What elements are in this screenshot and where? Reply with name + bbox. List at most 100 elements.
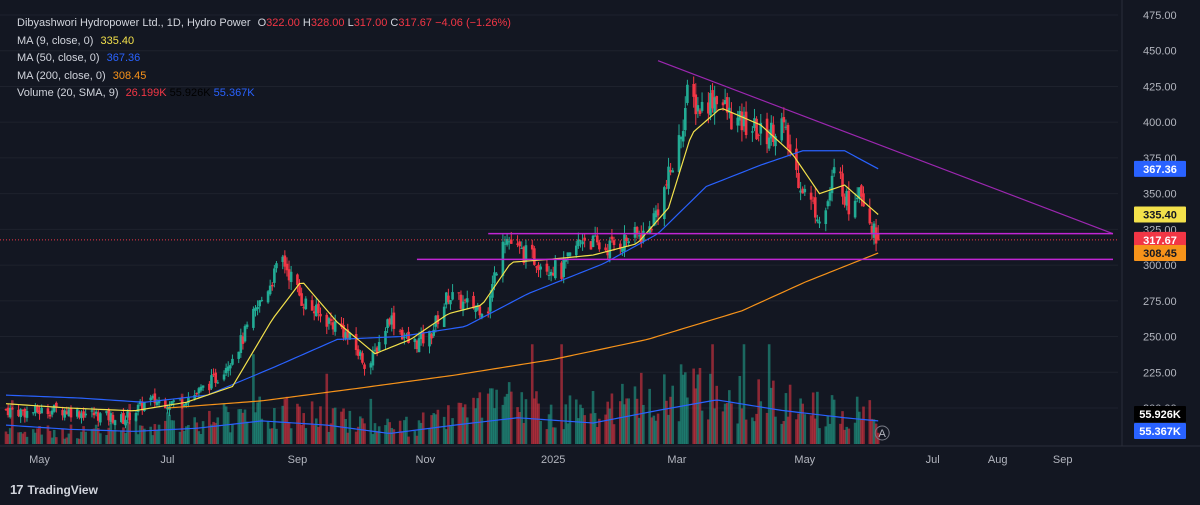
volume-bar	[711, 344, 714, 444]
legend-volume-row[interactable]: Volume (20, SMA, 9) 26.199K 55.926K 55.3…	[17, 85, 511, 103]
tradingview-logo[interactable]: 17 TradingView	[10, 482, 98, 497]
candle-up	[138, 401, 142, 405]
volume-bar	[109, 422, 113, 444]
volume-bar	[874, 423, 878, 444]
candle-up	[774, 136, 777, 147]
volume-bar	[34, 432, 37, 444]
volume-bar	[824, 426, 828, 444]
volume-bar	[818, 428, 821, 444]
volume-bar	[457, 402, 461, 444]
candle-up	[237, 351, 241, 359]
candle-down	[868, 208, 872, 224]
legend-ma9-row[interactable]: MA (9, close, 0) 335.40	[17, 33, 511, 51]
volume-bar	[48, 430, 52, 444]
volume-bar	[522, 422, 526, 444]
volume-bar	[669, 396, 672, 444]
candle-down	[436, 315, 440, 325]
volume-bar	[369, 398, 373, 444]
volume-bar	[736, 423, 740, 444]
volume-bar	[537, 403, 540, 444]
candle-up	[654, 210, 658, 218]
volume-bar	[621, 383, 624, 444]
candle-down	[595, 235, 599, 243]
candle-down	[583, 237, 586, 241]
candle-down	[415, 340, 419, 350]
volume-bar	[491, 388, 494, 444]
volume-bar	[830, 395, 834, 444]
candle-up	[826, 201, 830, 207]
price-tick-label: 450.00	[1143, 46, 1177, 58]
candle-up	[199, 386, 203, 391]
volume-bar	[289, 428, 293, 444]
volume-bar	[832, 399, 836, 444]
candle-down	[346, 329, 350, 338]
candle-down	[331, 322, 335, 330]
price-badge-box	[1134, 160, 1186, 177]
candle-up	[143, 402, 146, 411]
candle-up	[185, 403, 188, 406]
volume-bar	[751, 417, 754, 444]
volume-bar	[627, 398, 630, 444]
ma9-value: 335.40	[100, 34, 135, 47]
candle-up	[623, 234, 626, 251]
price-tick-label: 425.00	[1143, 81, 1177, 93]
chart-legend: Dibyashwori Hydropower Ltd., 1D, Hydro P…	[17, 15, 511, 103]
volume-bar	[210, 424, 213, 444]
volume-bar	[300, 424, 303, 444]
candle-down	[847, 190, 851, 215]
volume-bar	[99, 433, 102, 444]
candle-up	[816, 219, 819, 222]
volume-bar	[740, 408, 744, 444]
volume-bar	[67, 433, 71, 444]
volume-bar	[180, 393, 184, 444]
candle-down	[195, 393, 199, 395]
legend-ma50-row[interactable]: MA (50, close, 0) 367.36	[17, 50, 511, 68]
candle-up	[432, 329, 436, 336]
candle-up	[266, 291, 270, 303]
volume-badge: 55.367K	[1139, 426, 1181, 438]
candle-down	[772, 124, 775, 143]
volume-bar	[170, 420, 173, 444]
volume-bar	[281, 405, 285, 444]
legend-ma200-row[interactable]: MA (200, close, 0) 308.45	[17, 68, 511, 86]
volume-bar	[608, 408, 612, 444]
volume-bar	[245, 421, 249, 444]
volume-bar	[268, 428, 272, 444]
volume-bar	[312, 425, 316, 444]
candle-down	[312, 311, 316, 314]
volume-bar	[94, 424, 98, 444]
candle-up	[591, 235, 595, 248]
candle-down	[354, 334, 358, 350]
candle-up	[239, 335, 243, 354]
candle-down	[82, 411, 85, 418]
candle-up	[855, 197, 859, 200]
volume-bar	[19, 432, 22, 444]
volume-bar	[84, 431, 87, 444]
candle-down	[302, 307, 306, 309]
candle-down	[92, 412, 96, 416]
volume-bar	[55, 437, 58, 444]
volume-bar	[371, 434, 375, 444]
candle-down	[283, 255, 287, 267]
candle-down	[122, 412, 125, 425]
volume-badge-box	[1134, 406, 1186, 422]
volume-bar	[489, 388, 492, 444]
price-badge: 317.67	[1143, 235, 1177, 247]
volume-bar	[415, 435, 419, 444]
volume-bar	[283, 399, 287, 444]
symbol-title[interactable]: Dibyashwori Hydropower Ltd., 1D, Hydro P…	[17, 17, 251, 29]
high-label: H	[302, 17, 311, 29]
candle-down	[38, 410, 41, 415]
candle-up	[828, 192, 832, 201]
volume-bar	[153, 424, 157, 444]
candle-down	[300, 293, 303, 306]
volume-bar	[642, 404, 645, 444]
candle-down	[388, 318, 391, 325]
volume-bar	[797, 413, 800, 444]
candle-up	[709, 93, 712, 116]
volume-bar	[656, 413, 660, 444]
volume-bar	[715, 385, 719, 444]
time-tick-label: Mar	[667, 454, 686, 466]
price-tick-label: 400.00	[1143, 117, 1177, 129]
